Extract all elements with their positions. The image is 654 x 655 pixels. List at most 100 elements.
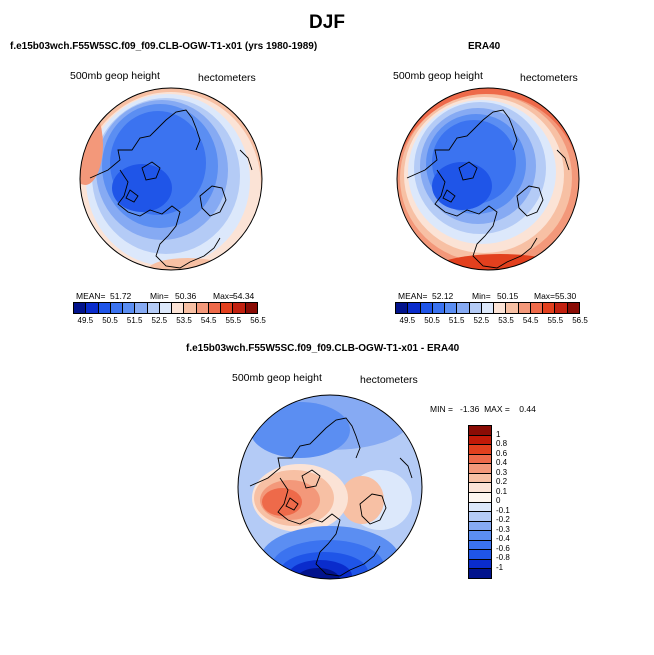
colorbar-swatch (469, 559, 491, 570)
colorbar-swatch (481, 303, 495, 313)
panel-1-units-label: hectometers (198, 72, 256, 84)
panel-2-title: ERA40 (468, 41, 501, 52)
panel-1-colorbar (73, 302, 258, 314)
panel-3-map (237, 394, 423, 580)
colorbar-tick-label: 0 (496, 496, 501, 505)
colorbar-swatch (74, 303, 87, 313)
panel-3-colorbar (468, 425, 492, 579)
colorbar-swatch (469, 540, 491, 551)
colorbar-swatch (469, 454, 491, 465)
colorbar-tick-label: 0.6 (496, 448, 508, 458)
colorbar-swatch (469, 483, 491, 493)
panel-3-minmax-text: MIN = -1.36 MAX = 0.44 (430, 404, 536, 414)
panel-1-colorbar-ticks: 49.5 50.5 51.5 52.5 53.5 54.5 55.5 56.5 (73, 316, 266, 328)
colorbar-tick-label: -0.3 (496, 524, 510, 534)
panel-2-map (396, 87, 580, 271)
panel-3-title: f.e15b03wch.F55W5SC.f09_f09.CLB-OGW-T1-x… (186, 343, 460, 354)
colorbar-swatch (172, 303, 185, 313)
colorbar-tick-label: 1 (496, 429, 501, 439)
panel-1-coastlines (89, 109, 253, 269)
panel-2-field-high (430, 254, 570, 270)
colorbar-swatch (469, 531, 491, 541)
colorbar-swatch (408, 303, 421, 313)
colorbar-tick-label: -0.8 (496, 553, 510, 562)
panel-2-coastlines (406, 109, 570, 269)
colorbar-swatch (432, 303, 446, 313)
colorbar-swatch (245, 303, 257, 313)
colorbar-tick-label: 52.5 (473, 316, 490, 325)
colorbar-swatch (469, 512, 491, 522)
colorbar-swatch (469, 445, 491, 455)
colorbar-tick-label: 55.5 (225, 316, 242, 325)
colorbar-swatch (221, 303, 234, 313)
colorbar-swatch (420, 303, 433, 313)
colorbar-tick-label: 0.8 (496, 439, 508, 448)
colorbar-swatch (469, 492, 491, 503)
colorbar-tick-label: -0.4 (496, 534, 510, 543)
colorbar-swatch (110, 303, 124, 313)
panel-1-max-value: 54.34 (233, 291, 255, 301)
colorbar-swatch (543, 303, 556, 313)
colorbar-tick-label: 51.5 (126, 316, 143, 325)
panel-1-map (79, 87, 263, 271)
panel-2-max-value: 55.30 (555, 291, 577, 301)
colorbar-swatch (469, 502, 491, 513)
colorbar-swatch (469, 426, 491, 436)
panel-2-map-border (396, 87, 580, 271)
colorbar-swatch (123, 303, 136, 313)
colorbar-tick-label: 0.1 (496, 486, 508, 496)
panel-2-field-low (432, 162, 492, 210)
colorbar-swatch (469, 473, 491, 484)
colorbar-swatch (86, 303, 99, 313)
colorbar-swatch (469, 303, 482, 313)
colorbar-tick-label: 0.4 (496, 458, 508, 467)
colorbar-tick-label: 54.5 (200, 316, 217, 325)
colorbar-swatch (555, 303, 568, 313)
colorbar-swatch (494, 303, 507, 313)
colorbar-tick-label: 54.5 (522, 316, 539, 325)
panel-2-mean-label: MEAN= (398, 291, 428, 301)
panel-2-max-label: Max= (534, 291, 556, 301)
panel-1-field-high (80, 105, 103, 185)
panel-3-coastlines (249, 417, 413, 577)
colorbar-tick-label: 0.3 (496, 467, 508, 477)
colorbar-tick-label: -1 (496, 562, 504, 572)
panel-1-min-label: Min= (150, 291, 169, 301)
panel-3-map-border (237, 394, 423, 580)
colorbar-swatch (506, 303, 519, 313)
panel-3-field-high (340, 476, 384, 524)
panel-3-units-label: hectometers (360, 374, 418, 386)
panel-3-field-low (296, 568, 340, 579)
colorbar-swatch (457, 303, 470, 313)
colorbar-tick-label: 53.5 (498, 316, 514, 325)
colorbar-swatch (469, 464, 491, 474)
colorbar-swatch (530, 303, 544, 313)
colorbar-tick-label: 55.5 (547, 316, 564, 325)
panel-1-min-value: 50.36 (175, 291, 197, 301)
colorbar-swatch (98, 303, 111, 313)
colorbar-tick-label: 52.5 (151, 316, 168, 325)
colorbar-swatch (469, 569, 491, 578)
colorbar-swatch (469, 550, 491, 560)
panel-3-field-band (250, 402, 350, 458)
colorbar-swatch (445, 303, 458, 313)
colorbar-swatch (233, 303, 246, 313)
panel-2-units-label: hectometers (520, 72, 578, 84)
colorbar-swatch (518, 303, 531, 313)
colorbar-swatch (184, 303, 197, 313)
colorbar-swatch (135, 303, 148, 313)
panel-1-max-label: Max= (213, 291, 235, 301)
colorbar-swatch (469, 435, 491, 446)
colorbar-tick-label: 49.5 (77, 316, 94, 325)
colorbar-tick-label: -0.2 (496, 515, 510, 524)
panel-1-map-border (79, 87, 263, 271)
panel-2-min-label: Min= (472, 291, 491, 301)
colorbar-tick-label: 0.2 (496, 477, 508, 486)
colorbar-tick-label: -0.1 (496, 505, 510, 515)
page-title: DJF (309, 12, 345, 33)
colorbar-swatch (159, 303, 173, 313)
colorbar-tick-label: 56.5 (250, 316, 266, 325)
panel-1-mean-value: 51.72 (110, 291, 132, 301)
panel-1-mean-label: MEAN= (76, 291, 106, 301)
